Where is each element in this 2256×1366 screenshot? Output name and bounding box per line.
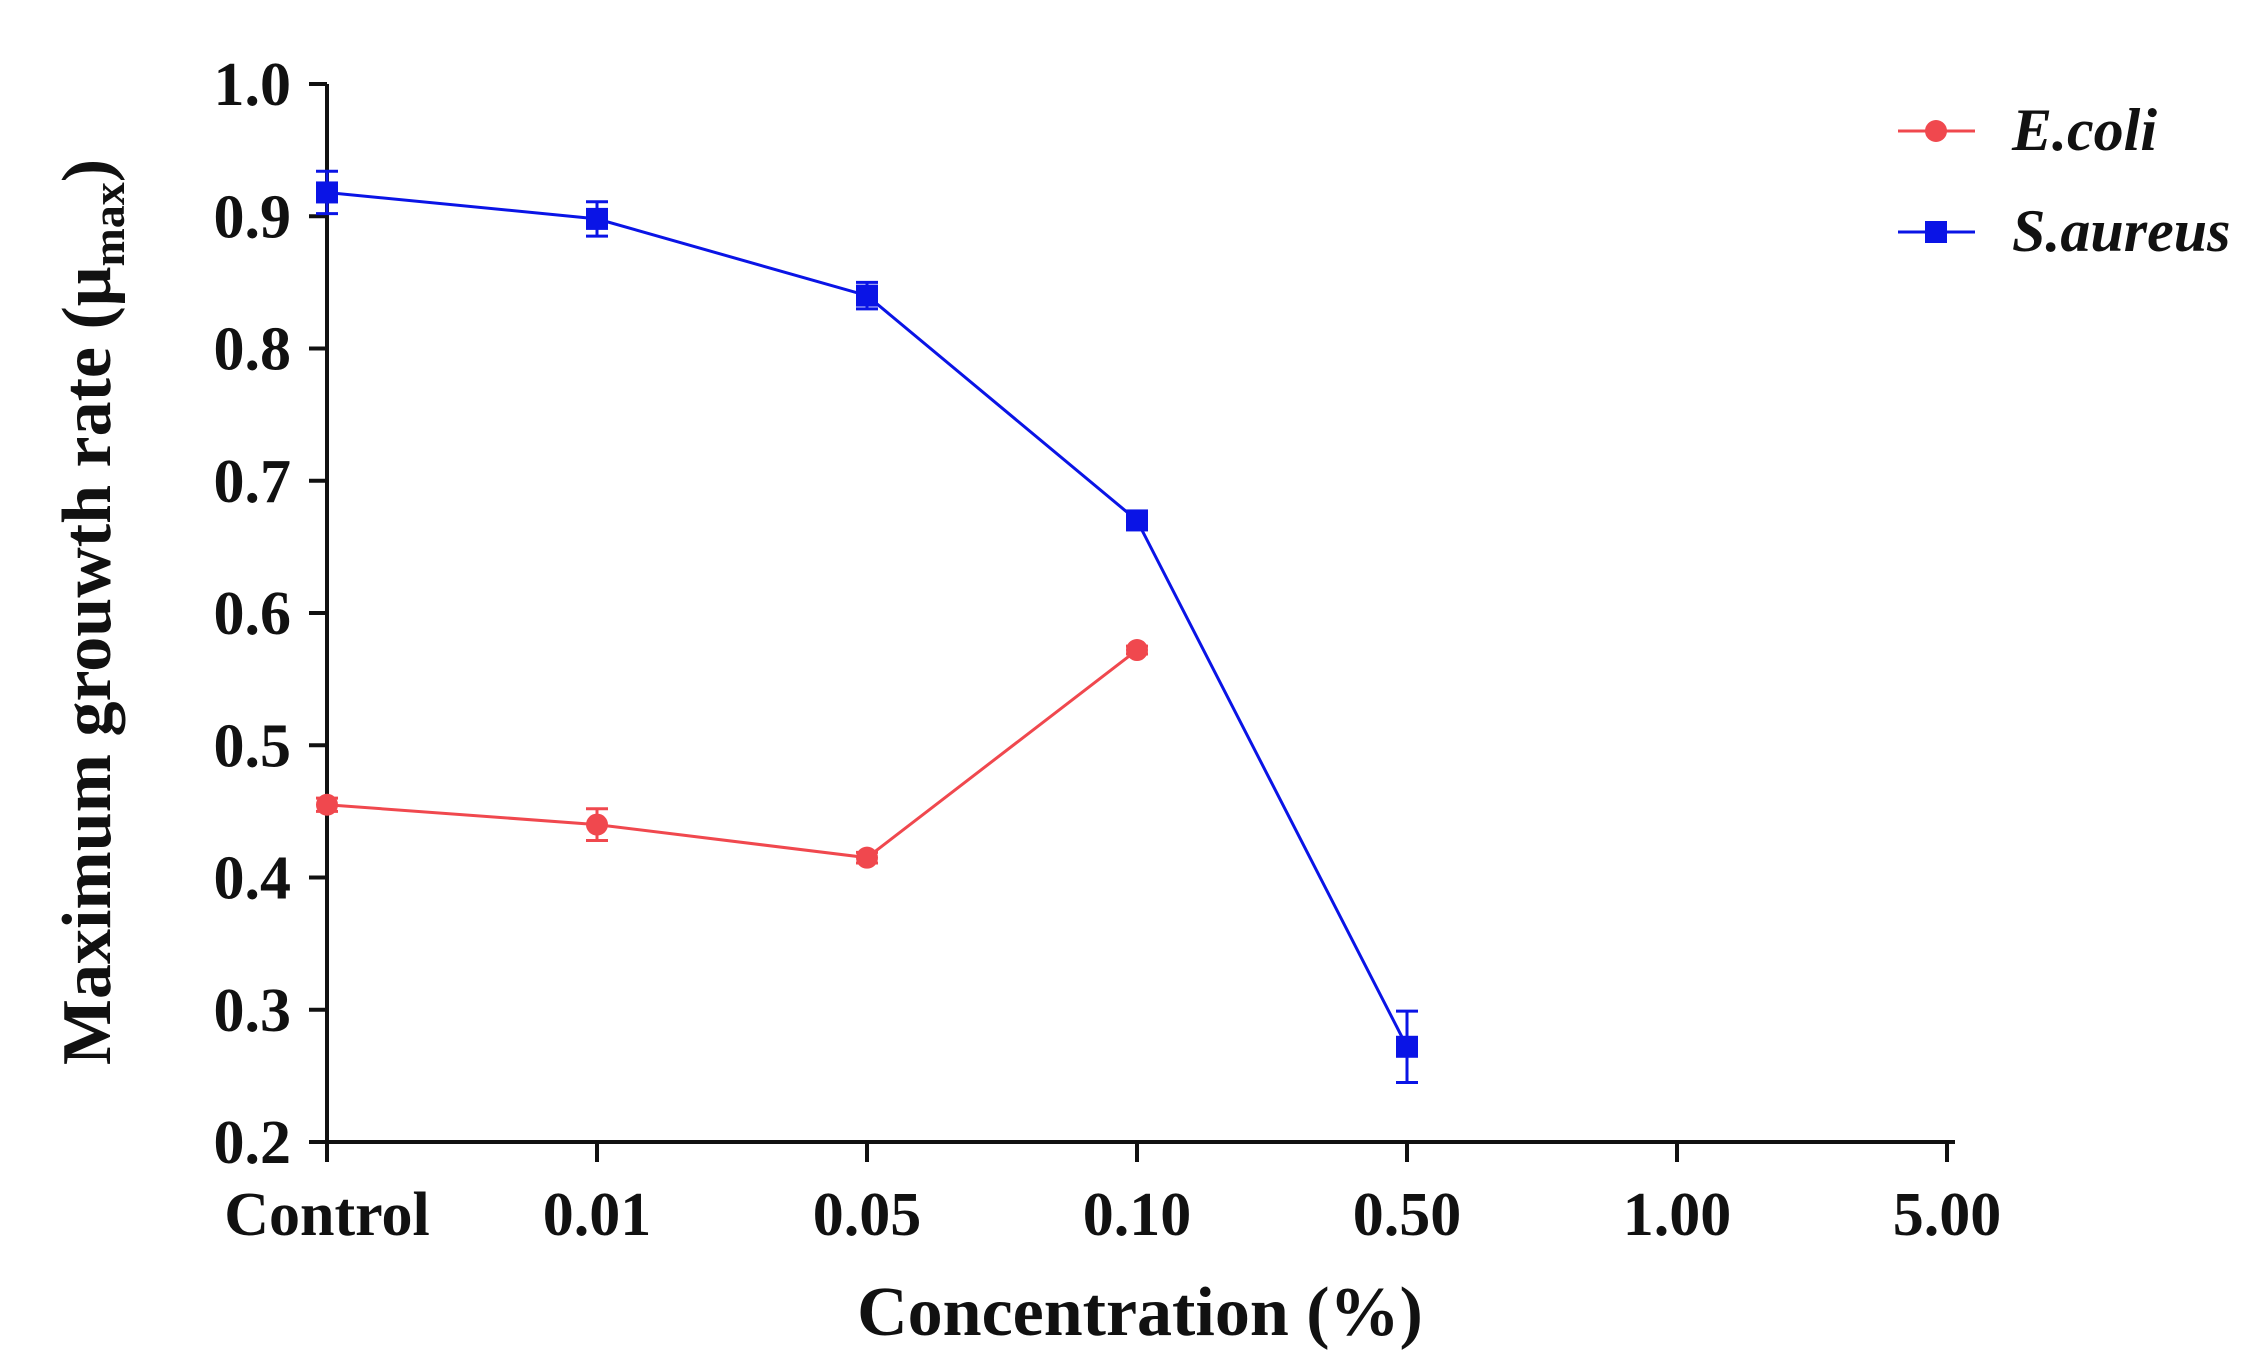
data-point-ecoli	[586, 813, 608, 836]
x-tick-label: 0.10	[1083, 1181, 1192, 1249]
x-tick-label: 0.01	[543, 1181, 652, 1249]
x-tick-label: 0.50	[1353, 1181, 1462, 1249]
data-point-saureus	[1126, 509, 1148, 532]
data-point-ecoli	[1126, 639, 1148, 662]
legend-label-saureus: S.aureus	[2012, 198, 2230, 264]
y-tick-label: 0.3	[214, 977, 292, 1045]
data-point-ecoli	[316, 793, 338, 816]
y-ticks: 0.2 0.3 0.4 0.5 0.6 0.7 0.8 0.9 1.0	[214, 51, 327, 1177]
series-ecoli	[316, 639, 1148, 869]
data-point-saureus	[1396, 1035, 1418, 1058]
legend-item-saureus: S.aureus	[1898, 198, 2230, 264]
x-tick-label: 0.05	[813, 1181, 922, 1249]
legend-item-ecoli: E.coli	[1898, 97, 2157, 163]
y-tick-label: 0.8	[214, 316, 292, 384]
legend: E.coli S.aureus	[1898, 97, 2230, 264]
y-axis-title-subscript: max	[83, 182, 134, 266]
series-saureus	[316, 169, 1418, 1084]
data-point-ecoli	[856, 846, 878, 869]
y-axis-title-main: Maximum grouwth rate (	[49, 306, 126, 1065]
x-tick-label: Control	[224, 1181, 430, 1249]
y-axis-title: Maximum grouwth rate (μmax)	[49, 159, 134, 1065]
y-tick-label: 0.4	[214, 845, 292, 913]
series-layer	[316, 169, 1418, 1084]
axes	[325, 84, 1955, 1144]
data-point-saureus	[586, 207, 608, 230]
data-point-saureus	[316, 181, 338, 204]
x-axis-title: Concentration (%)	[857, 1274, 1423, 1351]
y-tick-label: 0.7	[214, 448, 292, 516]
y-tick-label: 0.6	[214, 580, 292, 648]
y-tick-label: 0.2	[214, 1109, 292, 1177]
data-point-saureus	[856, 284, 878, 307]
y-axis-title-close: )	[49, 159, 126, 182]
series-line-saureus	[326, 190, 1409, 1048]
y-tick-label: 0.9	[214, 183, 292, 251]
legend-marker-saureus	[1925, 221, 1947, 243]
legend-label-ecoli: E.coli	[2011, 97, 2157, 163]
legend-marker-ecoli	[1925, 120, 1947, 142]
y-tick-label: 0.5	[214, 712, 292, 780]
y-tick-label: 1.0	[214, 51, 292, 119]
x-ticks: Control 0.01 0.05 0.10 0.50 1.00 5.00	[224, 1142, 2001, 1249]
y-axis-title-symbol: μ	[49, 267, 126, 307]
x-tick-label: 5.00	[1893, 1181, 2002, 1249]
series-line-ecoli	[326, 648, 1138, 860]
x-tick-label: 1.00	[1623, 1181, 1732, 1249]
